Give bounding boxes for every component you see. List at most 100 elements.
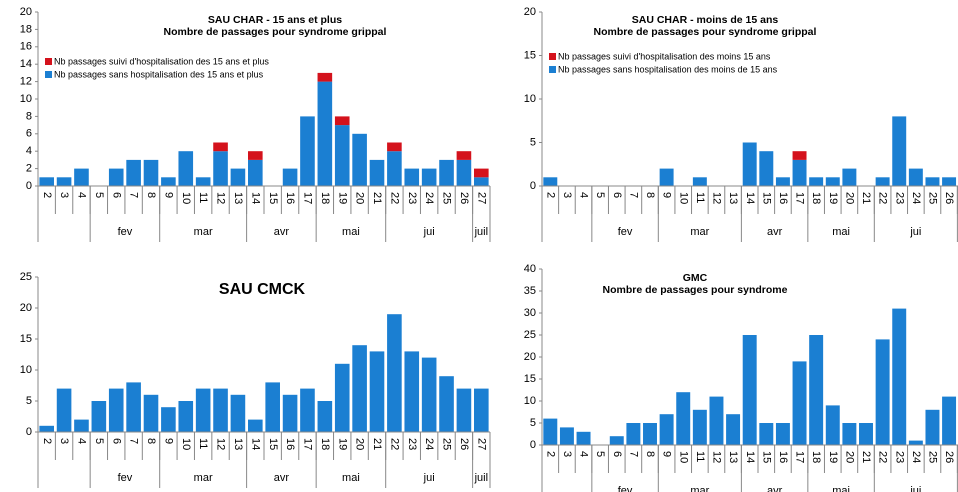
- bar: [161, 177, 176, 186]
- month-label: mar: [194, 226, 213, 238]
- bar: [456, 159, 472, 186]
- x-tick-label: 16: [777, 451, 789, 463]
- bar: [334, 363, 350, 432]
- x-tick-label: 7: [128, 192, 140, 198]
- bar: [942, 177, 957, 186]
- x-tick-label: 5: [93, 192, 105, 198]
- x-tick-label: 4: [578, 192, 590, 198]
- bar: [626, 423, 641, 445]
- x-tick-label: 17: [794, 192, 806, 204]
- x-tick-label: 2: [41, 192, 53, 198]
- chart-title: SAU CHAR - 15 ans et plus: [208, 14, 342, 26]
- bar: [248, 151, 263, 160]
- x-tick-label: 23: [893, 451, 905, 463]
- x-tick-label: 14: [249, 438, 261, 450]
- bar: [792, 361, 807, 445]
- bar: [39, 177, 54, 186]
- bar: [143, 159, 159, 186]
- y-tick-label: 25: [524, 329, 536, 341]
- bar: [576, 431, 591, 445]
- bar: [387, 142, 402, 152]
- x-tick-label: 26: [458, 438, 470, 450]
- bar: [892, 308, 907, 445]
- x-tick-label: 14: [744, 451, 756, 463]
- bar: [39, 425, 54, 432]
- bar: [825, 177, 840, 186]
- legend-label: Nb passages sans hospitalisation des 15 …: [54, 69, 264, 79]
- bar: [825, 405, 840, 445]
- x-tick-label: 27: [475, 438, 487, 450]
- y-tick-label: 0: [530, 439, 536, 451]
- x-tick-label: 19: [827, 451, 839, 463]
- x-tick-label: 11: [694, 192, 706, 203]
- x-tick-label: 7: [128, 438, 140, 444]
- bar: [300, 116, 315, 186]
- x-tick-label: 12: [711, 451, 723, 463]
- x-tick-label: 9: [162, 438, 174, 444]
- x-tick-label: 8: [145, 192, 157, 198]
- bar: [759, 151, 774, 186]
- x-tick-label: 10: [180, 438, 192, 450]
- bar: [543, 177, 558, 186]
- x-tick-label: 24: [423, 192, 435, 204]
- x-tick-label: 16: [284, 438, 296, 450]
- bar: [421, 357, 437, 432]
- bar: [875, 177, 890, 186]
- x-tick-label: 8: [644, 192, 656, 198]
- x-tick-label: 13: [727, 451, 739, 463]
- x-tick-label: 3: [561, 192, 573, 198]
- x-tick-label: 4: [578, 451, 590, 457]
- y-tick-label: 5: [530, 136, 536, 148]
- x-tick-label: 9: [162, 192, 174, 198]
- bar: [775, 177, 790, 186]
- x-tick-label: 6: [611, 192, 623, 198]
- month-label: avr: [274, 226, 290, 238]
- bar: [925, 177, 940, 186]
- month-label: mai: [832, 485, 850, 492]
- bar: [692, 409, 707, 445]
- y-tick-label: 25: [20, 271, 32, 283]
- bar: [334, 116, 350, 126]
- x-tick-label: 15: [760, 192, 772, 204]
- x-tick-label: 17: [794, 451, 806, 463]
- x-tick-label: 21: [860, 192, 872, 204]
- bar: [265, 382, 280, 432]
- month-label: fev: [618, 226, 633, 238]
- x-tick-label: 14: [744, 192, 756, 204]
- x-tick-label: 10: [677, 451, 689, 463]
- bar: [126, 382, 141, 432]
- month-label: mai: [342, 226, 360, 238]
- bar: [474, 388, 489, 432]
- y-tick-label: 20: [20, 6, 32, 18]
- x-tick-label: 24: [910, 192, 922, 204]
- month-label: juil: [474, 226, 488, 238]
- bar: [659, 168, 674, 186]
- bar: [404, 168, 420, 186]
- x-tick-label: 4: [76, 192, 88, 198]
- legend-swatch: [549, 66, 556, 73]
- y-tick-label: 5: [530, 417, 536, 429]
- x-tick-label: 10: [180, 192, 192, 204]
- month-label: mar: [194, 472, 213, 484]
- bar: [742, 335, 757, 445]
- x-tick-label: 3: [58, 192, 70, 198]
- y-tick-label: 20: [524, 351, 536, 363]
- bar: [300, 388, 315, 432]
- x-tick-label: 15: [267, 438, 279, 450]
- x-tick-label: 22: [877, 451, 889, 463]
- bar: [559, 427, 574, 445]
- bar: [161, 407, 176, 432]
- month-label: jui: [909, 226, 921, 238]
- y-tick-label: 40: [524, 263, 536, 275]
- legend-label: Nb passages suivi d'hospitalisation des …: [558, 51, 771, 61]
- bar: [809, 335, 824, 445]
- legend-swatch: [45, 71, 52, 78]
- bar: [248, 159, 263, 186]
- x-tick-label: 24: [423, 438, 435, 450]
- y-tick-label: 15: [524, 49, 536, 61]
- bar: [759, 423, 774, 445]
- month-label: jui: [909, 485, 921, 492]
- month-label: avr: [274, 472, 290, 484]
- y-tick-label: 30: [524, 307, 536, 319]
- bar: [56, 177, 72, 186]
